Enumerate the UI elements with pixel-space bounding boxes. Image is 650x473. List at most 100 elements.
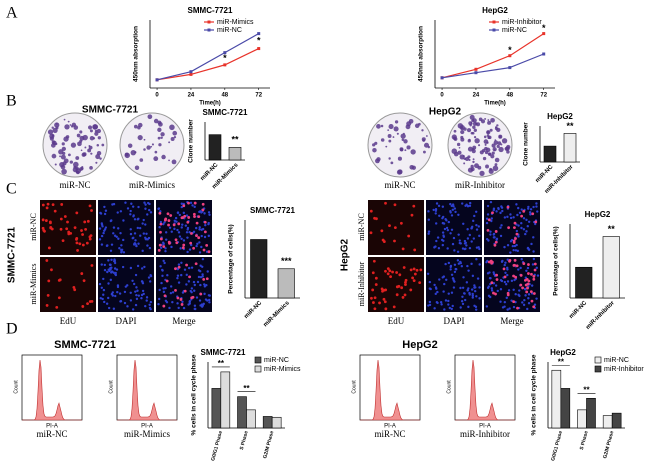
nucleus (147, 276, 151, 279)
nucleus (533, 303, 537, 306)
edu-cell (526, 286, 529, 290)
histogram (116, 354, 178, 421)
nucleus (436, 290, 439, 294)
nucleus (517, 224, 520, 227)
edu-cell (86, 302, 89, 306)
nucleus (131, 205, 135, 208)
edu-cell (380, 229, 384, 233)
nucleus (445, 226, 449, 230)
nucleus (196, 242, 199, 246)
bar (586, 397, 596, 429)
nucleus (490, 289, 494, 292)
nucleus (201, 273, 204, 276)
nucleus (444, 299, 448, 302)
edu-cell (407, 234, 411, 238)
edu-cell (495, 278, 499, 281)
legend-marker (207, 20, 211, 24)
nucleus (144, 223, 147, 226)
colony (67, 120, 70, 123)
edu-cell (197, 236, 201, 240)
chart-title: SMMC-7721 (201, 348, 246, 357)
chart-title: HepG2 (585, 210, 611, 219)
nucleus (449, 264, 453, 268)
edu-cell (67, 230, 71, 234)
nucleus (107, 282, 110, 285)
nucleus (171, 300, 174, 304)
edu-cell (51, 203, 55, 206)
nucleus (119, 231, 122, 235)
edu-cell (41, 203, 45, 207)
nucleus (434, 292, 437, 296)
nucleus (143, 201, 146, 204)
colony (471, 147, 475, 151)
nucleus (113, 259, 117, 263)
colony (88, 145, 93, 150)
nucleus (124, 201, 127, 204)
nucleus (129, 266, 133, 270)
nucleus (187, 266, 191, 270)
colony (473, 136, 477, 139)
nucleus (474, 286, 477, 289)
edu-cell (395, 271, 399, 274)
colony (485, 147, 491, 153)
colony (52, 127, 58, 133)
nucleus (104, 226, 108, 229)
nucleus (116, 285, 120, 289)
nucleus (205, 283, 208, 287)
edu-cell (506, 205, 510, 209)
colony (73, 161, 79, 168)
nucleus (195, 226, 198, 230)
edu-cell (399, 221, 403, 225)
edu-cell (378, 301, 381, 305)
edu-cell (384, 201, 387, 205)
edu-cell (167, 223, 170, 227)
nucleus (131, 308, 135, 311)
edu-cell (413, 248, 417, 252)
nucleus (133, 232, 137, 235)
nucleus (170, 230, 173, 233)
colony (467, 139, 471, 143)
colony (466, 128, 472, 133)
nucleus (470, 288, 474, 291)
colony (479, 170, 485, 177)
nucleus (503, 305, 506, 308)
edu-cell (187, 201, 190, 205)
nucleus (532, 250, 535, 253)
annotation: ** (243, 384, 250, 393)
nucleus (144, 207, 147, 210)
nucleus (461, 286, 465, 289)
colony (387, 129, 390, 132)
chart: HepG2 % cells in cell cycle phase miR-NC mi… (531, 348, 645, 462)
nucleus (169, 285, 173, 288)
edu-cell (374, 276, 378, 280)
plate-label: miR-NC (384, 180, 415, 190)
edu-cell (513, 221, 517, 225)
edu-cell (166, 212, 170, 216)
nucleus (532, 236, 535, 239)
colony (451, 134, 457, 140)
annotation: * (542, 23, 546, 33)
edu-cell (370, 296, 373, 300)
nucleus (532, 205, 535, 209)
nucleus (521, 301, 524, 304)
nucleus (113, 267, 117, 270)
nucleus (195, 244, 198, 248)
colony (490, 154, 495, 159)
x-axis-label: Time(h) (199, 101, 221, 107)
nucleus (532, 257, 536, 261)
chart-title: SMMC-7721 (250, 206, 295, 215)
nucleus (170, 245, 173, 249)
nucleus (441, 243, 444, 247)
nucleus (447, 299, 450, 303)
nucleus (457, 233, 460, 236)
edu-cell (487, 218, 491, 222)
colony (483, 135, 487, 139)
colony (418, 122, 421, 126)
nucleus (490, 217, 493, 220)
legend-marker (492, 20, 496, 24)
nucleus (468, 246, 472, 250)
nucleus (489, 200, 493, 204)
colony (406, 145, 411, 150)
colony (494, 157, 500, 163)
nucleus (462, 292, 466, 295)
